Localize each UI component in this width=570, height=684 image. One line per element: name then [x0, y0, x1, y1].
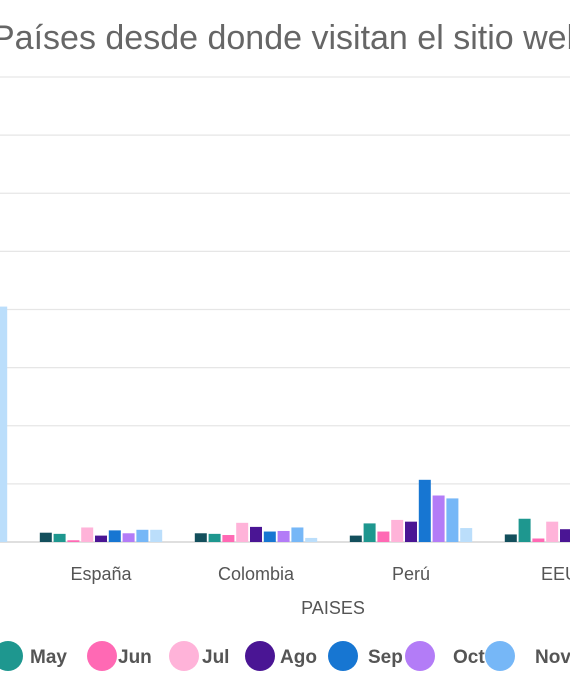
legend-swatch[interactable] [245, 641, 275, 671]
gridlines [0, 76, 570, 543]
bar[interactable] [222, 535, 235, 542]
legend-swatch[interactable] [87, 641, 117, 671]
bar[interactable] [377, 531, 390, 542]
bar[interactable] [532, 538, 545, 542]
legend-swatch[interactable] [485, 641, 515, 671]
legend-label[interactable]: Jun [118, 647, 152, 668]
bar[interactable] [460, 528, 473, 542]
x-tick-label: Perú [392, 564, 430, 584]
bars [0, 306, 570, 543]
bar[interactable] [277, 530, 290, 542]
legend[interactable]: May Jun Jul Ago Sep Oct Nov [0, 641, 570, 671]
bar[interactable] [39, 532, 52, 542]
chart-title: Países desde donde visitan el sitio web [0, 19, 570, 57]
bar[interactable] [208, 533, 221, 542]
bar[interactable] [0, 306, 8, 542]
bar[interactable] [291, 527, 304, 542]
legend-label[interactable]: May [30, 647, 67, 668]
legend-label[interactable]: Ago [280, 647, 317, 668]
legend-swatch[interactable] [169, 641, 199, 671]
x-tick-label: EEUU [541, 564, 570, 584]
bar[interactable] [504, 534, 517, 542]
bar[interactable] [194, 533, 207, 542]
x-tick-label: Colombia [218, 564, 295, 584]
legend-label[interactable]: Oct [453, 647, 485, 668]
bar[interactable] [81, 527, 94, 542]
legend-swatch[interactable] [405, 641, 435, 671]
bar[interactable] [263, 531, 276, 542]
bar[interactable] [518, 518, 531, 542]
legend-label[interactable]: Nov [535, 647, 570, 668]
x-tick-label: España [70, 564, 132, 584]
bar[interactable] [363, 523, 376, 542]
bar[interactable] [67, 540, 80, 542]
bar[interactable] [150, 529, 163, 542]
bar[interactable] [560, 529, 570, 542]
bar[interactable] [136, 529, 149, 542]
bar[interactable] [95, 535, 107, 542]
bar[interactable] [391, 519, 404, 542]
x-tick-labels: España Colombia Perú EEUU [70, 564, 570, 584]
bar[interactable] [122, 533, 135, 542]
bar[interactable] [432, 495, 445, 543]
bar[interactable] [418, 479, 431, 542]
legend-label[interactable]: Sep [368, 647, 403, 668]
legend-label[interactable]: Jul [202, 647, 229, 668]
legend-swatch[interactable] [328, 641, 358, 671]
bar[interactable] [305, 537, 318, 542]
x-axis-title: PAISES [301, 598, 365, 618]
bar[interactable] [405, 521, 417, 542]
bar[interactable] [53, 533, 66, 542]
bar[interactable] [236, 522, 249, 542]
bar[interactable] [108, 530, 121, 543]
bar[interactable] [446, 498, 459, 542]
bar[interactable] [349, 535, 362, 542]
legend-swatch[interactable] [0, 641, 23, 671]
bar[interactable] [546, 521, 559, 542]
bar[interactable] [250, 526, 262, 542]
